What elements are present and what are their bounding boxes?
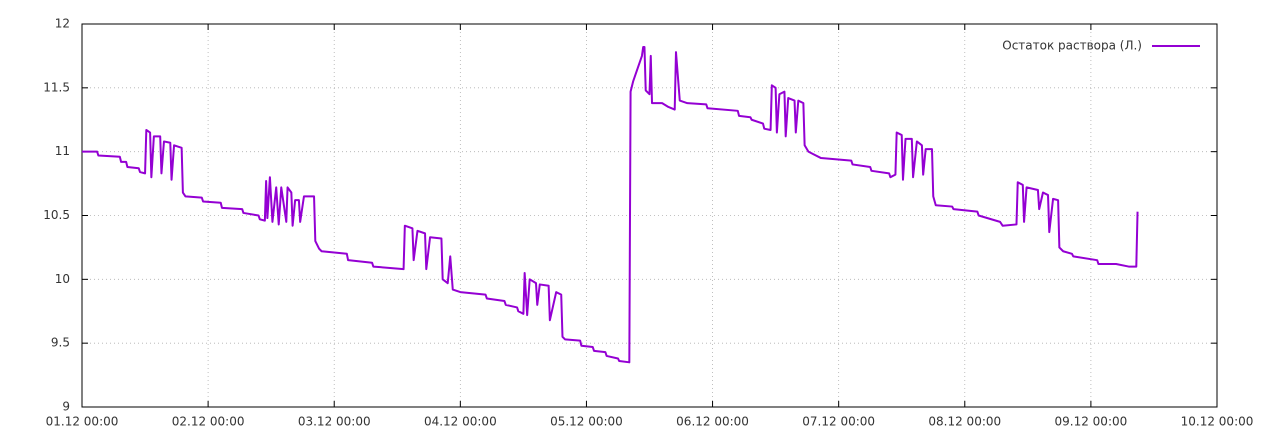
x-tick-label: 10.12 00:00 [1181, 415, 1254, 429]
x-tick-label: 08.12 00:00 [928, 415, 1001, 429]
y-tick-label: 10.5 [43, 208, 70, 222]
plot-border [81, 23, 1218, 408]
y-tick-label: 9 [62, 400, 70, 414]
x-tick-label: 09.12 00:00 [1055, 415, 1128, 429]
x-tick-label: 03.12 00:00 [298, 415, 371, 429]
x-tick-label: 02.12 00:00 [172, 415, 245, 429]
x-tick-label: 06.12 00:00 [676, 415, 749, 429]
y-tick-label: 9.5 [51, 336, 70, 350]
y-tick-label: 11 [55, 144, 70, 158]
y-tick-label: 10 [55, 272, 70, 286]
x-tick-label: 05.12 00:00 [550, 415, 623, 429]
x-tick-label: 01.12 00:00 [46, 415, 119, 429]
y-tick-label: 12 [55, 17, 70, 31]
y-tick-label: 11.5 [43, 80, 70, 94]
data-line [82, 45, 1139, 364]
x-tick-label: 07.12 00:00 [802, 415, 875, 429]
x-tick-label: 04.12 00:00 [424, 415, 497, 429]
legend-label: Остаток раствора (Л.) [1002, 39, 1142, 53]
